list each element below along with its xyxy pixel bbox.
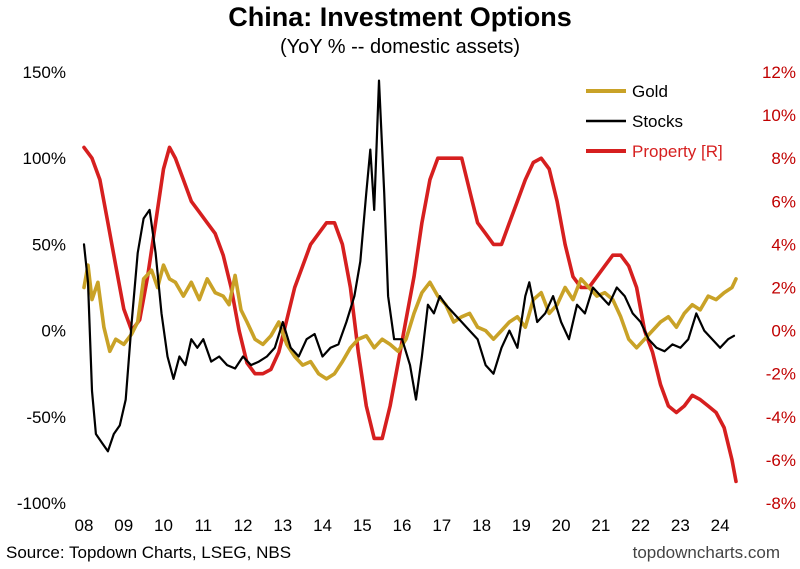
x-tick-label: 09 (114, 516, 133, 535)
x-tick-label: 17 (432, 516, 451, 535)
right-axis-ticks: 12% 10% 8% 6% 4% 2% 0% -2% -4% -6% -8% (762, 63, 796, 513)
x-axis-ticks: 08 09 10 11 12 13 14 15 16 17 18 19 20 21 22 23 24 (75, 516, 730, 535)
series-lines (82, 79, 738, 484)
x-tick-label: 22 (631, 516, 650, 535)
x-tick-label: 23 (671, 516, 690, 535)
legend-label: Gold (632, 82, 668, 101)
legend-label: Stocks (632, 112, 683, 131)
chart-subtitle: (YoY % -- domestic assets) (279, 36, 521, 58)
line-chart: 150% 100% 50% 0% -50% -100% 12% 10% 8% 6% 4% 2% 0% -… (17, 63, 796, 535)
x-tick-label: 24 (711, 516, 730, 535)
right-tick-label: -6% (766, 451, 796, 470)
x-tick-label: 14 (313, 516, 332, 535)
x-tick-label: 15 (353, 516, 372, 535)
right-tick-label: 10% (762, 106, 796, 125)
right-tick-label: 12% (762, 63, 796, 82)
series-line-stocks (82, 79, 736, 453)
legend-label: Property [R] (632, 142, 723, 161)
x-tick-label: 20 (552, 516, 571, 535)
left-tick-label: -100% (17, 494, 66, 513)
x-tick-label: 12 (234, 516, 253, 535)
x-tick-label: 11 (194, 516, 212, 535)
series-line-gold (82, 263, 738, 381)
right-tick-label: 6% (771, 192, 796, 211)
right-tick-label: -8% (766, 494, 796, 513)
left-tick-label: 150% (23, 63, 66, 82)
x-tick-label: 13 (273, 516, 292, 535)
series-line-property-r (82, 145, 738, 484)
right-tick-label: 0% (771, 322, 796, 341)
left-tick-label: 50% (32, 235, 66, 254)
right-tick-label: 2% (771, 279, 796, 298)
right-tick-label: 8% (771, 149, 796, 168)
left-tick-label: -50% (26, 408, 66, 427)
x-tick-label: 16 (393, 516, 412, 535)
x-tick-label: 10 (154, 516, 173, 535)
right-tick-label: 4% (771, 235, 796, 254)
x-tick-label: 18 (472, 516, 491, 535)
chart-title: China: Investment Options (228, 2, 572, 32)
x-tick-label: 08 (75, 516, 94, 535)
right-tick-label: -4% (766, 408, 796, 427)
right-tick-label: -2% (766, 365, 796, 384)
website-credit: topdowncharts.com (632, 543, 780, 562)
legend: Gold Stocks Property [R] (586, 82, 723, 161)
left-axis-ticks: 150% 100% 50% 0% -50% -100% (17, 63, 66, 513)
x-tick-label: 21 (591, 516, 610, 535)
source-note: Source: Topdown Charts, LSEG, NBS (6, 543, 292, 562)
x-tick-label: 19 (512, 516, 531, 535)
left-tick-label: 0% (41, 322, 66, 341)
left-tick-label: 100% (23, 149, 66, 168)
